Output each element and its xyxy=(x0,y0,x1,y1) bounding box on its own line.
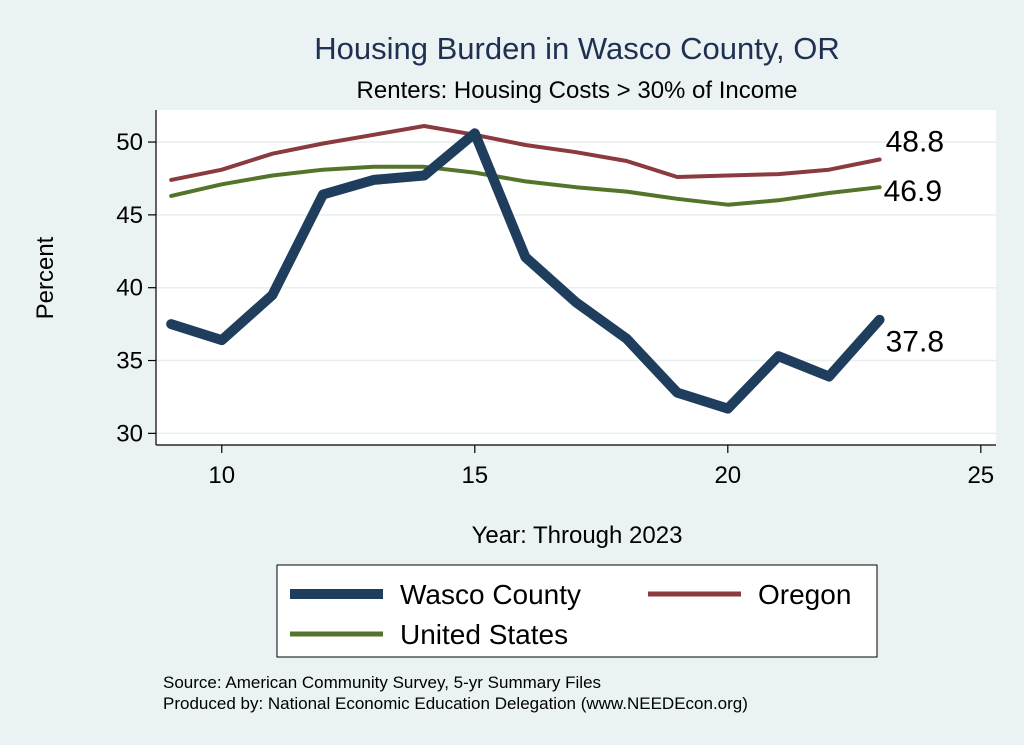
chart-subtitle: Renters: Housing Costs > 30% of Income xyxy=(357,77,798,104)
x-tick-label: 10 xyxy=(208,462,235,489)
y-tick-label: 35 xyxy=(116,348,143,375)
source-note: Source: American Community Survey, 5-yr … xyxy=(163,673,601,692)
end-label-united-states: 46.9 xyxy=(884,175,942,208)
end-labels: 37.8 48.8 46.9 xyxy=(884,126,944,359)
legend-label-oregon: Oregon xyxy=(758,579,851,610)
legend-box xyxy=(276,564,878,658)
x-axis-title: Year: Through 2023 xyxy=(472,522,683,549)
end-label-wasco-county: 37.8 xyxy=(886,326,944,359)
chart-title: Housing Burden in Wasco County, OR xyxy=(314,31,840,66)
series-line-oregon xyxy=(169,124,882,182)
series-lines xyxy=(166,124,885,414)
y-axis-title: Percent xyxy=(32,236,59,319)
y-tick-label: 50 xyxy=(116,129,143,156)
series-line-united-states xyxy=(169,164,882,207)
legend-label-united-states: United States xyxy=(400,619,568,650)
y-tick-label: 40 xyxy=(116,275,143,302)
gridlines xyxy=(156,141,996,435)
y-tick-label: 45 xyxy=(116,202,143,229)
x-tick-label: 25 xyxy=(967,462,994,489)
x-tick-label: 15 xyxy=(461,462,488,489)
legend: Wasco County Oregon United States xyxy=(276,564,878,658)
y-tick-label: 30 xyxy=(116,420,143,447)
x-tick-label: 20 xyxy=(714,462,741,489)
series-line-wasco-county xyxy=(166,128,885,414)
end-label-oregon: 48.8 xyxy=(886,126,944,159)
producer-note: Produced by: National Economic Education… xyxy=(163,694,748,713)
legend-label-wasco-county: Wasco County xyxy=(400,579,581,610)
axes: 30 35 40 45 50 10 15 20 25 xyxy=(116,110,996,489)
legend-items: Wasco County Oregon United States xyxy=(290,579,851,650)
